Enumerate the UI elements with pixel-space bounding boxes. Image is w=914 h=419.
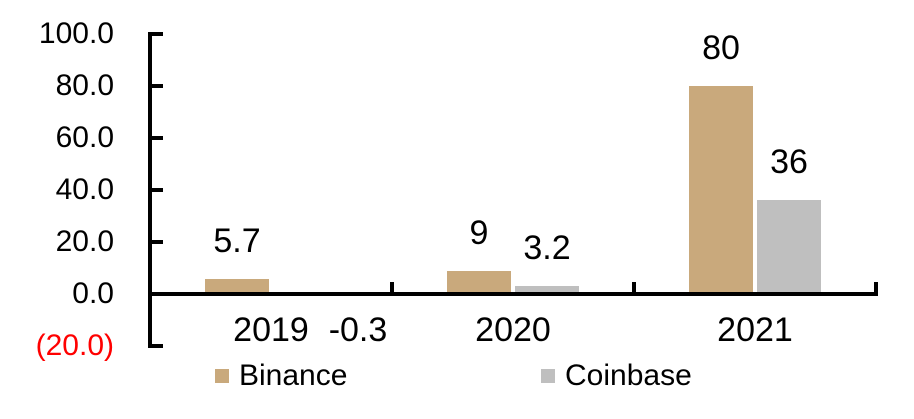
- category-label: 2021: [717, 311, 793, 349]
- legend-item-coinbase[interactable]: Coinbase: [541, 359, 692, 392]
- data-label-binance-2020: 9: [469, 214, 489, 252]
- y-axis-tick: [150, 84, 163, 88]
- y-axis-tick: [150, 344, 163, 348]
- bar-binance-2021[interactable]: [689, 86, 753, 294]
- data-label-binance-2019: 5.7: [213, 222, 261, 260]
- x-axis-tick: [632, 282, 636, 296]
- y-axis-tick: [150, 292, 163, 296]
- y-axis-label: 20.0: [55, 225, 114, 258]
- category-label: 2020: [475, 311, 551, 349]
- bar-coinbase-2020[interactable]: [515, 286, 579, 294]
- y-axis-label: 80.0: [55, 69, 114, 102]
- x-axis-tick: [874, 282, 878, 296]
- y-axis-label: 100.0: [38, 17, 114, 50]
- y-axis-label: (20.0): [35, 329, 114, 362]
- data-label-binance-2021: 80: [702, 29, 740, 67]
- y-axis-tick: [150, 136, 163, 140]
- data-label-coinbase-2020: 3.2: [523, 229, 571, 267]
- coinbase-swatch-icon: [541, 369, 555, 383]
- bar-binance-2019[interactable]: [205, 279, 269, 294]
- bar-coinbase-2021[interactable]: [757, 200, 821, 294]
- legend-item-binance[interactable]: Binance: [215, 359, 348, 392]
- y-axis-tick: [150, 32, 163, 36]
- y-axis-label: 60.0: [55, 121, 114, 154]
- data-label-coinbase-2019: -0.3: [328, 311, 388, 349]
- data-label-coinbase-2021: 36: [770, 143, 808, 181]
- x-axis-line: [148, 292, 878, 296]
- binance-swatch-icon: [215, 369, 229, 383]
- legend-label-binance: Binance: [239, 359, 348, 392]
- y-axis-label: 40.0: [55, 173, 114, 206]
- y-axis-tick: [150, 240, 163, 244]
- y-axis-tick: [150, 188, 163, 192]
- category-label: 2019: [233, 311, 309, 349]
- y-axis-label: 0.0: [72, 277, 114, 310]
- legend-label-coinbase: Coinbase: [565, 359, 692, 392]
- x-axis-tick: [390, 282, 394, 296]
- bar-binance-2020[interactable]: [447, 271, 511, 294]
